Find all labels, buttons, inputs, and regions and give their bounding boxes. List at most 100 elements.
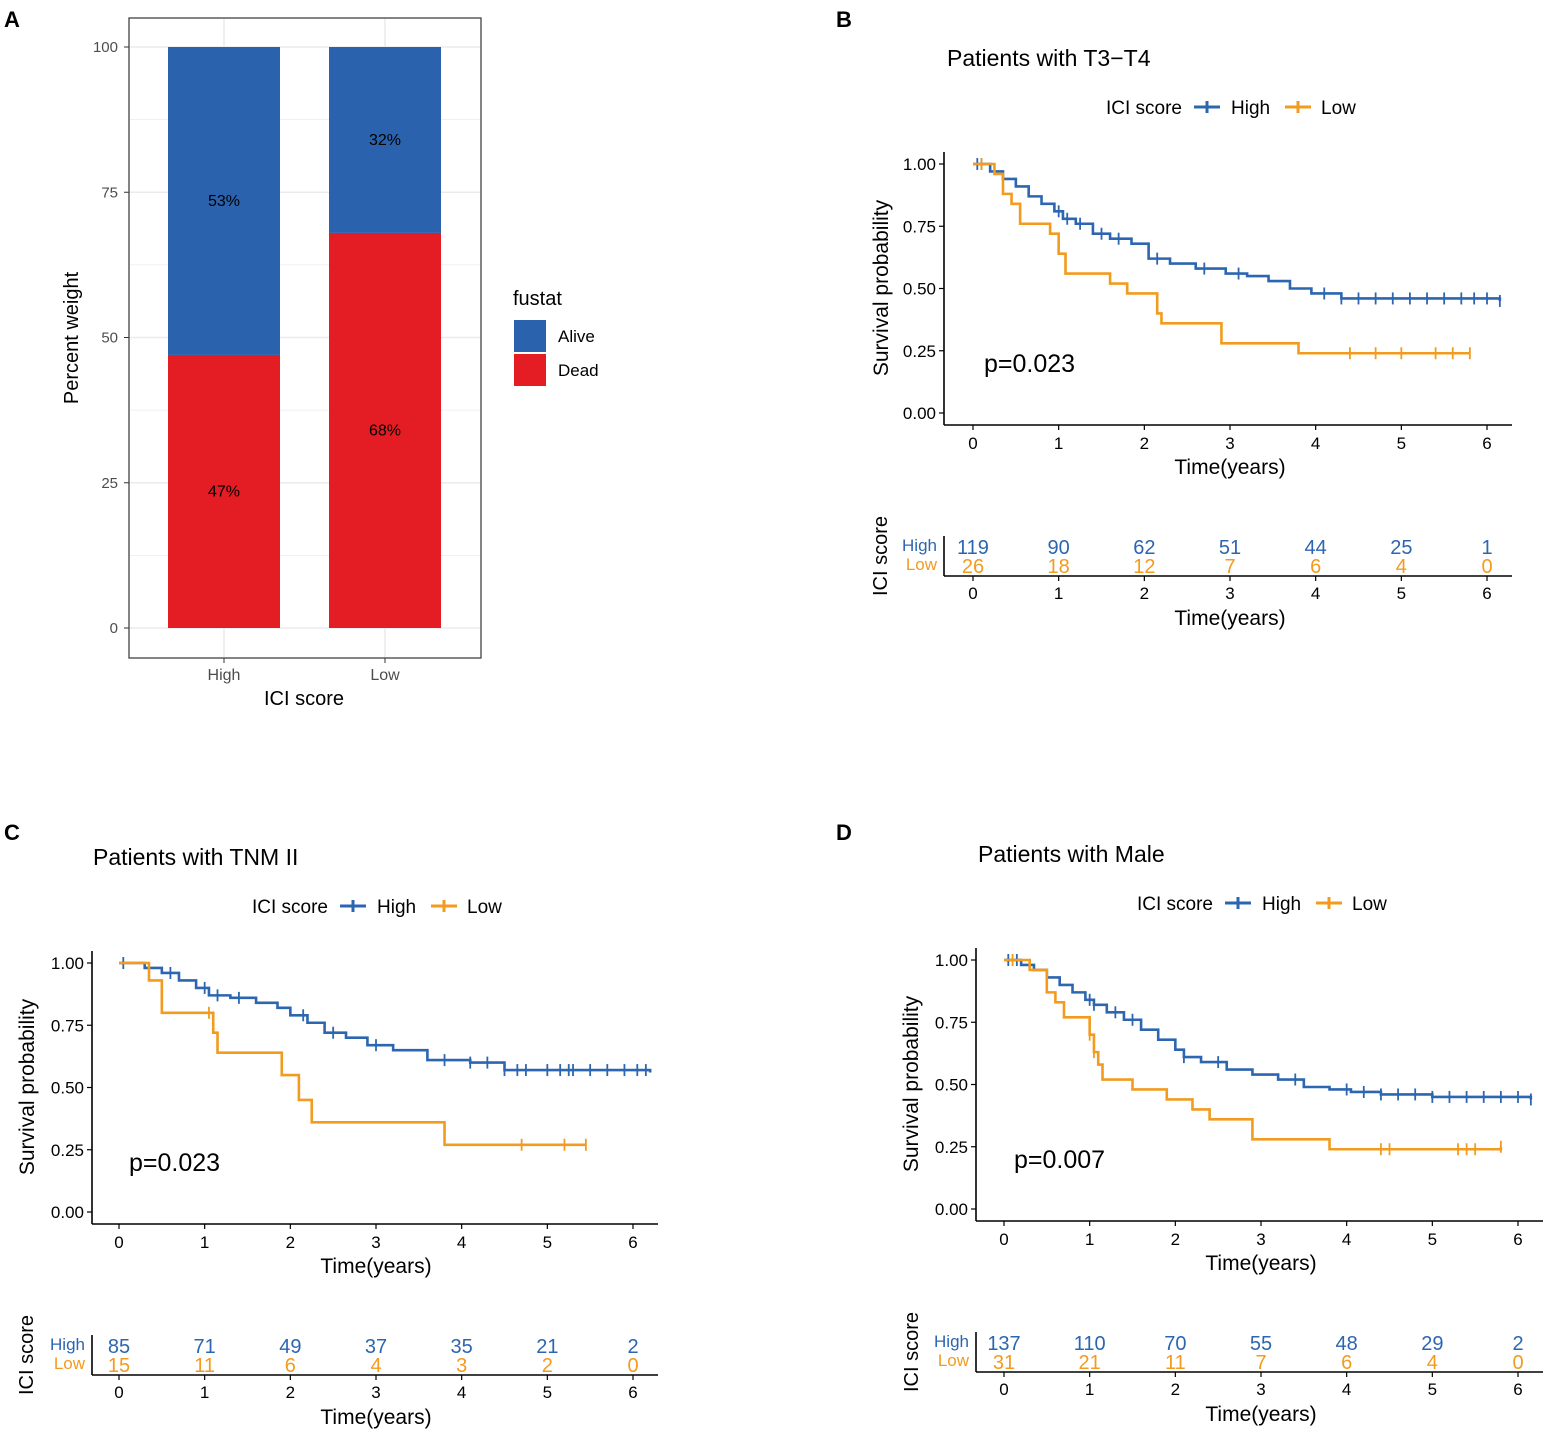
panel-b-title: Patients with T3−T4 (947, 45, 1151, 71)
risk-count-high: 55 (1250, 1333, 1272, 1355)
panel-b-legend-high-label: High (1231, 98, 1270, 119)
panel-c-curves: 0.00 0.25 0.50 0.75 1.00 0 1 2 3 4 5 6 (51, 951, 658, 1252)
x-tick-label: 1 (200, 1233, 209, 1252)
bar-alive-low (329, 47, 441, 233)
panel-b-risk-row-high-label: High (902, 536, 937, 555)
panel-d-legend: ICI score High Low (1137, 894, 1387, 915)
panel-c-pvalue: p=0.023 (129, 1149, 220, 1177)
panel-a-legend-title: fustat (513, 288, 562, 310)
risk-count-low: 11 (1165, 1352, 1186, 1374)
panel-c-y-axis-title: Survival probability (16, 998, 39, 1175)
risk-count-low: 0 (627, 1355, 638, 1377)
x-tick-label: 6 (1482, 434, 1491, 453)
panel-label-c: C (4, 820, 20, 845)
risk-x-tick-label: 6 (1513, 1380, 1522, 1399)
risk-count-high: 48 (1336, 1333, 1358, 1355)
panel-b-legend: ICI score High Low (1106, 98, 1356, 119)
risk-count-high: 2 (627, 1336, 638, 1358)
km-curve-low (119, 961, 586, 1147)
panel-b-risk-table-title: ICI score (870, 516, 892, 596)
risk-count-high: 25 (1390, 537, 1412, 559)
km-curve-high (973, 162, 1502, 301)
risk-count-high: 35 (451, 1336, 473, 1358)
y-tick-label: 0.00 (935, 1200, 968, 1219)
y-tick-label: 50 (101, 330, 118, 347)
risk-count-low: 21 (1079, 1352, 1101, 1374)
x-tick-label: 5 (543, 1233, 552, 1252)
risk-x-tick-label: 4 (457, 1383, 466, 1402)
panel-c-legend: ICI score High Low (252, 897, 502, 918)
risk-count-low: 15 (108, 1355, 130, 1377)
y-tick-label: 0.50 (51, 1079, 84, 1098)
risk-count-low: 2 (542, 1355, 553, 1377)
risk-count-low: 6 (285, 1355, 296, 1377)
panel-d-curves: 0.00 0.25 0.50 0.75 1.00 0 1 2 3 4 5 6 (935, 948, 1543, 1249)
risk-x-tick-label: 0 (968, 584, 977, 603)
risk-x-tick-label: 2 (1171, 1380, 1180, 1399)
y-tick-label: 0.00 (51, 1203, 84, 1222)
risk-count-low: 4 (1396, 556, 1407, 578)
panel-label-d: D (836, 820, 852, 845)
x-tick-label: Low (370, 667, 400, 684)
panel-d-pvalue: p=0.007 (1014, 1146, 1105, 1174)
x-tick-label: 4 (1311, 434, 1320, 453)
panel-a-y-ticks: 0 25 50 75 100 (93, 39, 129, 637)
y-tick-label: 0.25 (51, 1141, 84, 1160)
panel-d-risk-row-low-label: Low (938, 1351, 970, 1370)
risk-count-low: 4 (1427, 1352, 1438, 1374)
panel-c-km-plot: Patients with TNM II ICI score High Low … (16, 844, 658, 1429)
risk-count-high: 137 (987, 1333, 1020, 1355)
y-tick-label: 0.25 (935, 1138, 968, 1157)
risk-count-high: 37 (365, 1336, 387, 1358)
risk-count-low: 6 (1310, 556, 1321, 578)
risk-x-tick-label: 1 (1054, 584, 1063, 603)
bar-dead-low (329, 232, 441, 629)
y-tick-label: 1.00 (51, 954, 84, 973)
panel-d-legend-high-label: High (1262, 894, 1301, 915)
x-tick-label: 6 (628, 1233, 637, 1252)
x-tick-label: 1 (1054, 434, 1063, 453)
bar-alive-high (168, 47, 280, 355)
risk-x-tick-label: 3 (1225, 584, 1234, 603)
bar-label: 32% (369, 132, 401, 149)
y-tick-label: 0.25 (903, 342, 936, 361)
panel-d-risk-x-axis-title: Time(years) (1205, 1403, 1316, 1426)
y-tick-label: 1.00 (935, 951, 968, 970)
panel-c-risk-row-high-label: High (50, 1335, 85, 1354)
panel-c-title: Patients with TNM II (93, 844, 298, 870)
risk-count-high: 51 (1219, 537, 1241, 559)
x-tick-label: 3 (371, 1233, 380, 1252)
risk-x-tick-label: 6 (628, 1383, 637, 1402)
panel-c-risk-x-axis-title: Time(years) (320, 1406, 431, 1429)
y-tick-label: 25 (101, 475, 118, 492)
panel-d-legend-low-label: Low (1352, 894, 1387, 915)
panel-b-risk-table: 119 90 62 51 44 25 126 18 12 7 6 4 00 1 2 3 4 5 6 (943, 536, 1512, 603)
panel-a-stacked-bar: 47% 53% 68% 32% 0 25 50 75 100 High Low ICI scor… (61, 17, 599, 710)
risk-x-tick-label: 3 (1256, 1380, 1265, 1399)
risk-x-tick-label: 0 (114, 1383, 123, 1402)
x-tick-label: 1 (1085, 1230, 1094, 1249)
bar-label: 53% (208, 193, 240, 210)
y-tick-label: 75 (101, 184, 118, 201)
x-tick-label: 6 (1513, 1230, 1522, 1249)
legend-swatch-alive (514, 320, 546, 352)
risk-count-low: 6 (1341, 1352, 1352, 1374)
panel-d-risk-table-title: ICI score (901, 1312, 923, 1392)
x-tick-label: 0 (999, 1230, 1008, 1249)
y-tick-label: 0.00 (903, 404, 936, 423)
risk-count-high: 21 (536, 1336, 558, 1358)
x-tick-label: 2 (1140, 434, 1149, 453)
risk-count-high: 85 (108, 1336, 130, 1358)
risk-count-high: 62 (1133, 537, 1155, 559)
risk-count-low: 4 (370, 1355, 381, 1377)
risk-x-tick-label: 3 (371, 1383, 380, 1402)
risk-x-tick-label: 5 (1397, 584, 1406, 603)
km-curve-high (1004, 958, 1533, 1100)
bar-label: 47% (208, 483, 240, 500)
km-curve-low (973, 162, 1470, 355)
panel-d-x-axis-title: Time(years) (1205, 1252, 1316, 1275)
risk-x-tick-label: 1 (200, 1383, 209, 1402)
panel-b-y-axis-title: Survival probability (870, 199, 893, 376)
y-tick-label: 0.50 (935, 1076, 968, 1095)
risk-count-high: 44 (1305, 537, 1327, 559)
